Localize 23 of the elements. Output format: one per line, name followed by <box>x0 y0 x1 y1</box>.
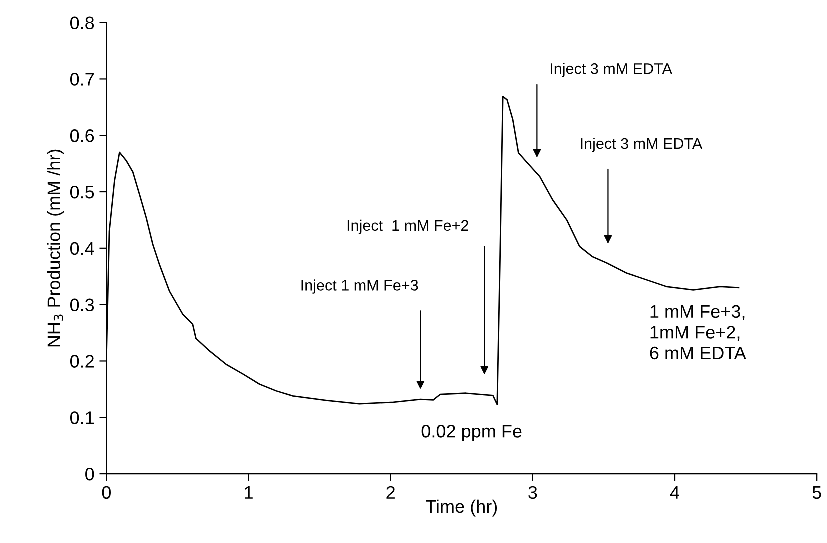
y-tick-label: 0.7 <box>70 73 94 86</box>
y-axis-title: NH$_{3}$ Production (mM /hr) <box>47 150 64 347</box>
y-tick-label: 0.5 <box>70 186 94 199</box>
x-tick-label: 4 <box>670 486 680 499</box>
annotation: Inject 3 mM EDTA <box>581 138 703 152</box>
y-tick-label: 0.2 <box>70 355 94 368</box>
annotation: Inject 1 mM Fe+2 <box>348 220 468 234</box>
y-tick-label: 0.1 <box>70 412 94 424</box>
x-tick-label: 2 <box>386 486 395 499</box>
x-tick-label: 5 <box>812 486 822 500</box>
y-tick-label: 0.3 <box>70 298 94 312</box>
y-tick-label: 0.6 <box>70 130 94 142</box>
y-tick-label: 0.8 <box>70 16 94 30</box>
y-tick-label: 0.4 <box>70 242 94 256</box>
x-tick-label: 1 <box>245 486 253 499</box>
x-axis-title: Time (hr) <box>426 500 498 517</box>
annotation: 1 mM Fe+3, 1mM Fe+2, 6 mM EDTA <box>650 305 746 360</box>
x-tick-label: 3 <box>528 486 538 500</box>
annotation: Inject 1 mM Fe+3 <box>302 280 418 294</box>
annotation: Inject 3 mM EDTA <box>551 63 672 78</box>
annotation: 0.02 ppm Fe <box>422 425 522 442</box>
x-tick-label: 0 <box>102 486 111 500</box>
y-tick-label: 0 <box>86 468 94 481</box>
